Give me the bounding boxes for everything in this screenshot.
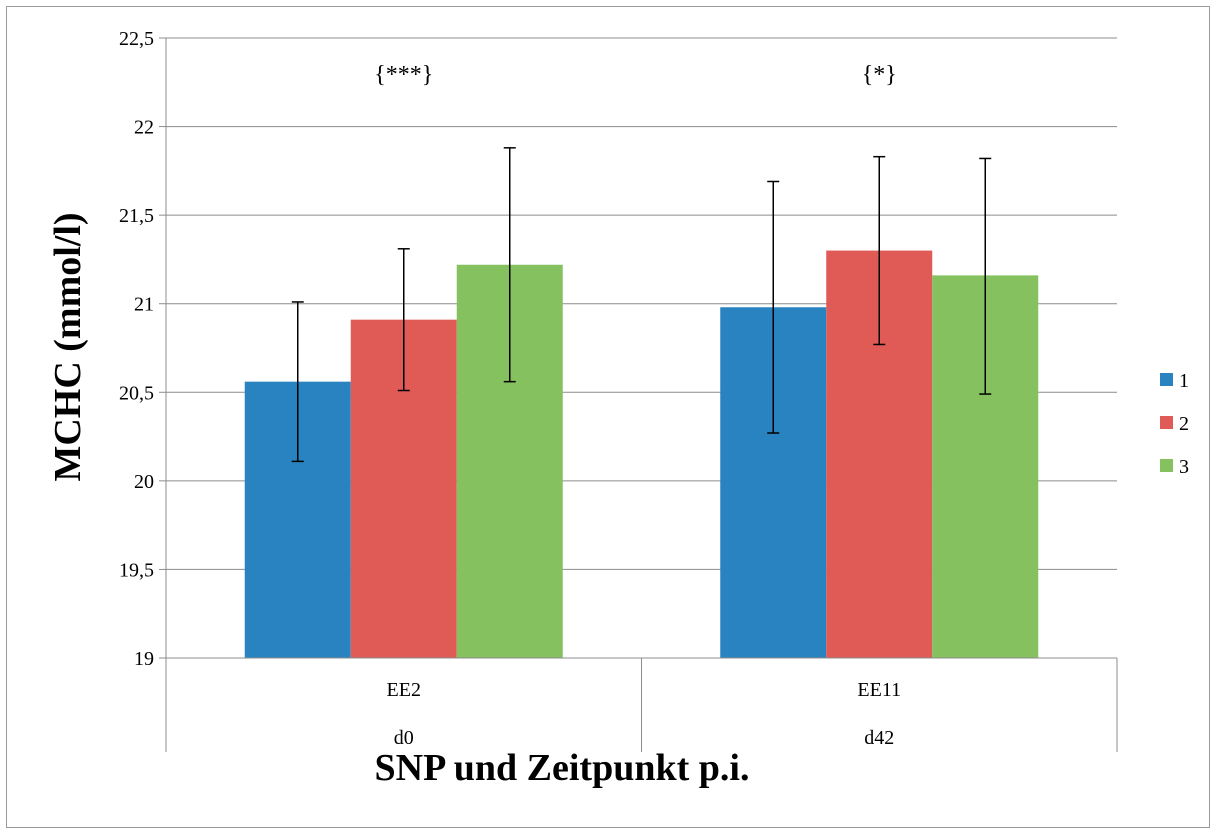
significance-annotation: {***} — [374, 62, 433, 88]
annotations: {***} {*} — [374, 62, 897, 88]
y-tick-label: 19 — [134, 648, 154, 670]
y-axis-title: MCHC (mmol/l) — [47, 212, 89, 481]
y-tick-label: 19,5 — [119, 559, 154, 581]
bars — [244, 250, 1039, 659]
category-sublabel: d42 — [864, 727, 894, 749]
x-axis-title: SNP und Zeitpunkt p.i. — [375, 747, 750, 789]
y-tick-label: 21,5 — [119, 205, 154, 227]
category-sublabel: d0 — [394, 727, 414, 749]
legend-label: 2 — [1179, 413, 1189, 435]
legend-label: 3 — [1179, 456, 1189, 478]
y-tick-label: 22 — [134, 117, 154, 139]
legend: 1 2 3 — [1160, 370, 1189, 478]
category-label: EE11 — [857, 679, 901, 701]
significance-annotation: {*} — [862, 62, 897, 88]
legend-swatch — [1160, 459, 1173, 472]
category-labels: EE2 d0 EE11 d42 — [387, 679, 902, 749]
y-tick-labels: 19 19,5 20 20,5 21 21,5 22 22,5 — [119, 28, 154, 670]
y-tick-label: 20 — [134, 471, 154, 493]
error-bars — [291, 147, 992, 463]
legend-label: 1 — [1179, 370, 1189, 392]
y-tick-label: 22,5 — [119, 28, 154, 50]
legend-swatch — [1160, 416, 1173, 429]
y-tick-label: 20,5 — [119, 382, 154, 404]
legend-swatch — [1160, 373, 1173, 386]
axes — [165, 38, 1118, 752]
y-tick-label: 21 — [134, 294, 154, 316]
category-label: EE2 — [387, 679, 421, 701]
